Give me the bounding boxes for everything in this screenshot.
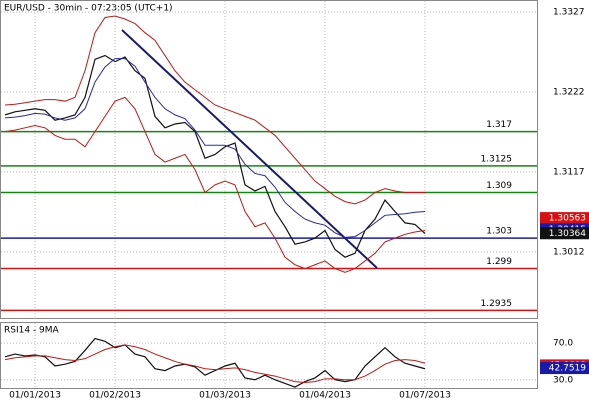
level-label: 1.309: [486, 181, 512, 191]
price-tag-label: 42.7519: [549, 364, 586, 374]
y-tick-label: 30.0: [553, 375, 573, 385]
price-frame: [0, 0, 538, 319]
price-tag-label: 1.30563: [549, 214, 586, 224]
chart-title: EUR/USD - 30min - 07:23:05 (UTC+1): [4, 4, 173, 14]
x-tick-label: 01/03/2013: [199, 391, 251, 400]
series-line: [4, 96, 426, 273]
level-label: 1.2935: [481, 299, 513, 309]
x-tick-label: 01/01/2013: [9, 391, 61, 400]
level-label: 1.3125: [481, 154, 513, 164]
level-label: 1.303: [486, 227, 512, 237]
y-tick-label: 1.3117: [553, 167, 585, 177]
trend-line: [121, 29, 378, 269]
price-tag: [540, 362, 589, 375]
y-tick-label: 1.3327: [553, 8, 585, 18]
y-tick-label: 1.3222: [553, 88, 585, 98]
x-tick-label: 01/07/2013: [399, 391, 451, 400]
level-label: 1.317: [486, 120, 512, 130]
rsi-frame: [0, 322, 538, 389]
series-line: [4, 344, 426, 384]
x-tick-label: 01/04/2013: [299, 391, 351, 400]
y-tick-label: 1.3012: [553, 247, 585, 257]
price-tag: [540, 227, 589, 240]
series-line: [4, 54, 426, 258]
y-tick-label: 70.0: [553, 339, 573, 349]
x-tick-label: 01/02/2013: [89, 391, 141, 400]
series-line: [4, 15, 425, 205]
price-tag-label: 1.30364: [549, 229, 586, 239]
series-line: [4, 58, 426, 238]
rsi-title: RSI14 - 9MA: [4, 326, 60, 336]
price-tag: [540, 212, 589, 225]
level-label: 1.299: [486, 257, 512, 267]
